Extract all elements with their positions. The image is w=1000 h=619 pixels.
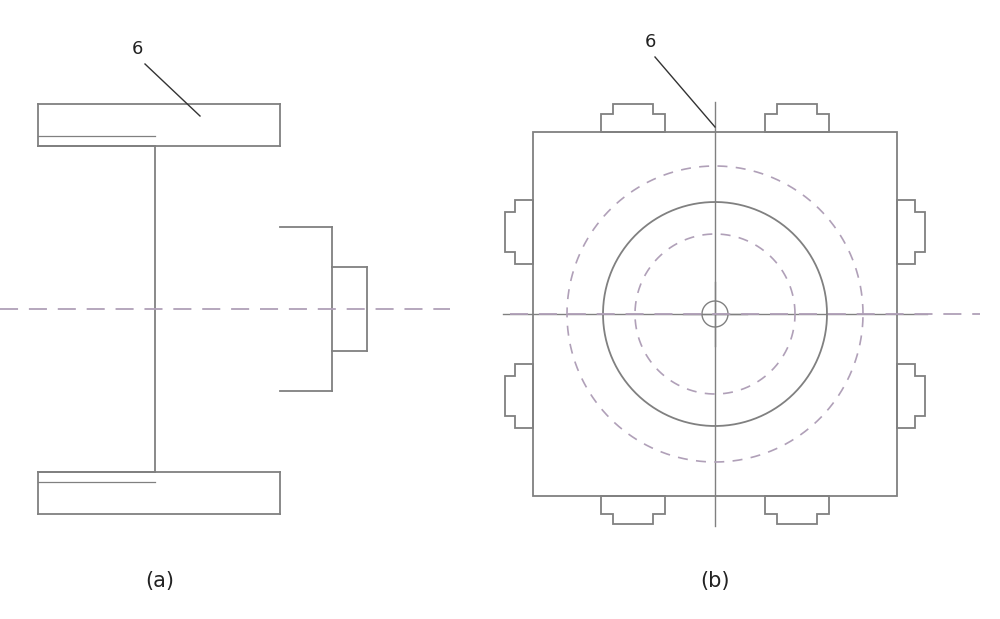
Text: 6: 6 (131, 40, 143, 58)
Text: (b): (b) (700, 571, 730, 591)
Bar (533, 132, 897, 496)
Text: (a): (a) (146, 571, 175, 591)
Text: 6: 6 (644, 33, 656, 51)
